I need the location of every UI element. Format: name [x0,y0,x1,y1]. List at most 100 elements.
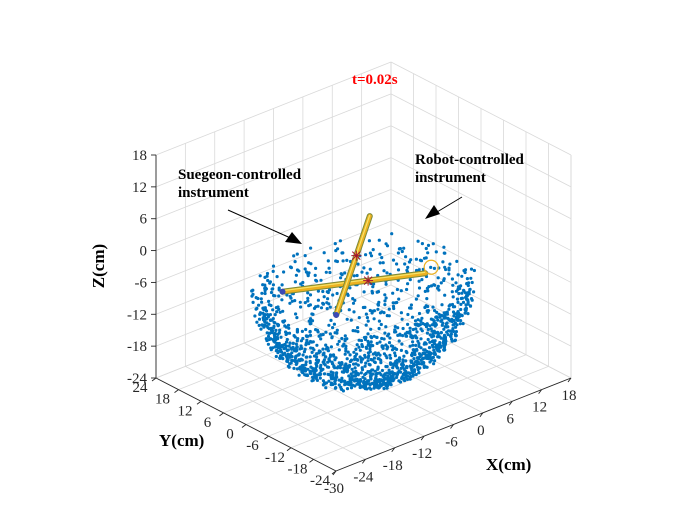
cloud-point [442,245,446,249]
cloud-point [343,383,347,387]
cloud-point [277,331,281,335]
cloud-point [414,297,418,301]
cloud-point [431,242,435,246]
cloud-point [378,353,382,357]
cloud-point [300,358,304,362]
cloud-point [385,244,390,248]
cloud-point [388,371,392,375]
cloud-point [441,321,445,325]
cloud-point [389,382,393,386]
cloud-point [279,348,283,352]
cloud-point [408,278,412,282]
x-tick-mark [391,447,396,453]
cloud-point [432,348,436,352]
cloud-point [356,326,360,330]
cloud-point [328,305,332,309]
cloud-point [429,357,433,361]
cloud-point [277,294,281,298]
cloud-point [325,345,329,350]
cloud-point [305,373,310,378]
cloud-point [303,369,307,373]
cloud-point [334,356,338,360]
cloud-point [272,320,276,324]
cloud-point [391,366,395,370]
cloud-point [328,332,332,336]
x-tick-label: -24 [353,469,373,485]
cloud-point [377,319,381,323]
cloud-point [412,362,416,366]
cloud-point [321,383,325,387]
cloud-point [411,373,416,377]
cloud-point [332,322,336,326]
cloud-point [355,343,359,347]
cloud-point [405,334,409,338]
cloud-point [359,357,363,362]
cloud-point [442,327,446,331]
cloud-point [263,283,267,287]
cloud-point [439,344,443,348]
cloud-point [442,348,446,352]
cloud-point [400,249,404,254]
cloud-point [337,348,341,352]
cloud-point [311,375,315,379]
cloud-point [348,359,352,364]
cloud-point [417,362,421,366]
cloud-point [424,342,428,346]
cloud-point [306,272,310,276]
cloud-point [436,318,440,322]
cloud-point [410,315,415,319]
cloud-point [339,363,343,367]
cloud-point [335,291,339,296]
cloud-point [358,348,362,352]
cloud-point [408,326,412,330]
cloud-point [308,293,313,297]
sidewall-gridline-z [390,157,572,251]
cloud-point [270,329,275,333]
cloud-point [344,349,348,353]
cloud-point [260,291,264,295]
cloud-point [377,385,381,389]
cloud-point [367,239,371,243]
cloud-point [318,373,322,377]
cloud-point [374,384,378,388]
cloud-point [357,345,361,349]
cloud-point [313,273,317,277]
x-tick-mark [450,424,454,429]
cloud-point [433,359,437,363]
cloud-point [438,341,442,345]
cloud-point [469,297,474,301]
cloud-point [435,315,439,319]
cloud-point [283,324,287,328]
cloud-point [450,317,454,321]
x-tick-label: 6 [507,411,515,427]
cloud-point [408,371,412,376]
cloud-point [345,317,349,321]
cloud-point [274,354,278,359]
cloud-point [400,317,404,321]
cloud-point [286,323,291,327]
cloud-point [377,357,381,361]
cloud-point [375,353,379,357]
cloud-point [308,361,312,365]
cloud-point [436,286,440,290]
cloud-point [430,343,434,347]
cloud-point [370,289,374,293]
cloud-point [403,262,407,266]
cloud-point [367,343,371,347]
z-tick-label: -18 [127,339,147,355]
cloud-point [269,303,273,308]
cloud-point [377,326,381,331]
cloud-point [322,372,327,376]
cloud-point [276,323,281,327]
y-tick-mark [174,389,179,393]
cloud-point [464,309,468,313]
cloud-point [369,327,373,331]
cloud-point [349,372,353,376]
cloud-point [379,361,383,365]
cloud-point [296,353,300,357]
cloud-point [301,336,305,341]
cloud-point [455,297,460,301]
cloud-point [433,283,437,287]
cloud-point [282,347,286,351]
cloud-point [419,327,423,331]
